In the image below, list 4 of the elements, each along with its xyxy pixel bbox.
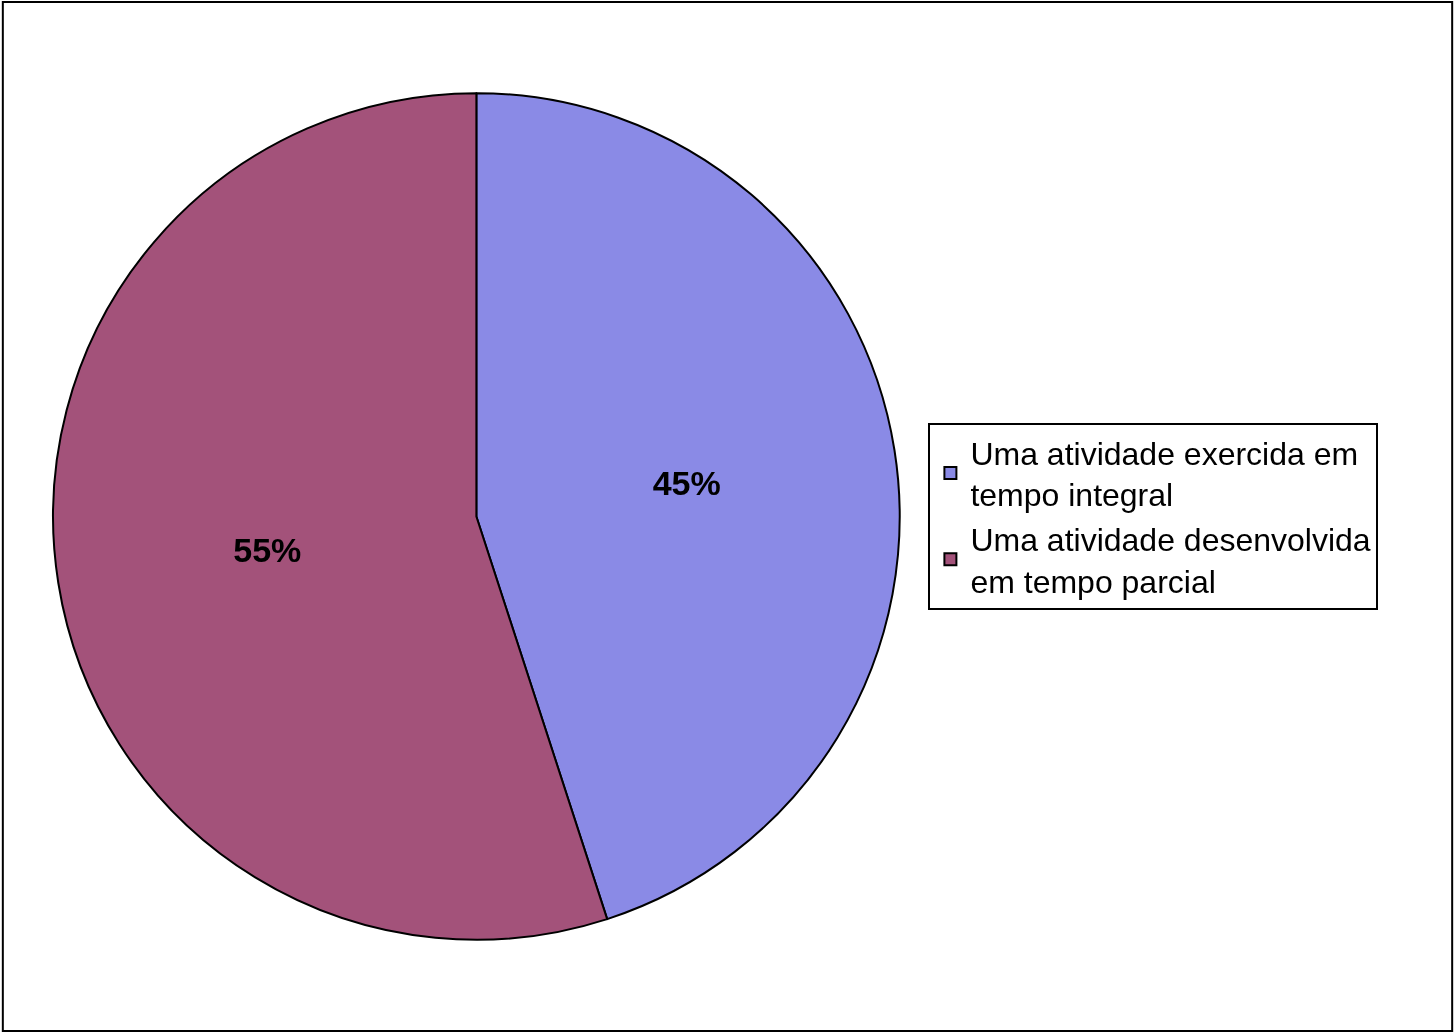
legend-label: Uma atividade desenvolvida em tempo parcial [970,521,1371,600]
data-label: 45% [652,464,721,503]
legend-label: Uma atividade exercida em tempo integral [970,435,1359,514]
data-label: 55% [233,530,302,569]
